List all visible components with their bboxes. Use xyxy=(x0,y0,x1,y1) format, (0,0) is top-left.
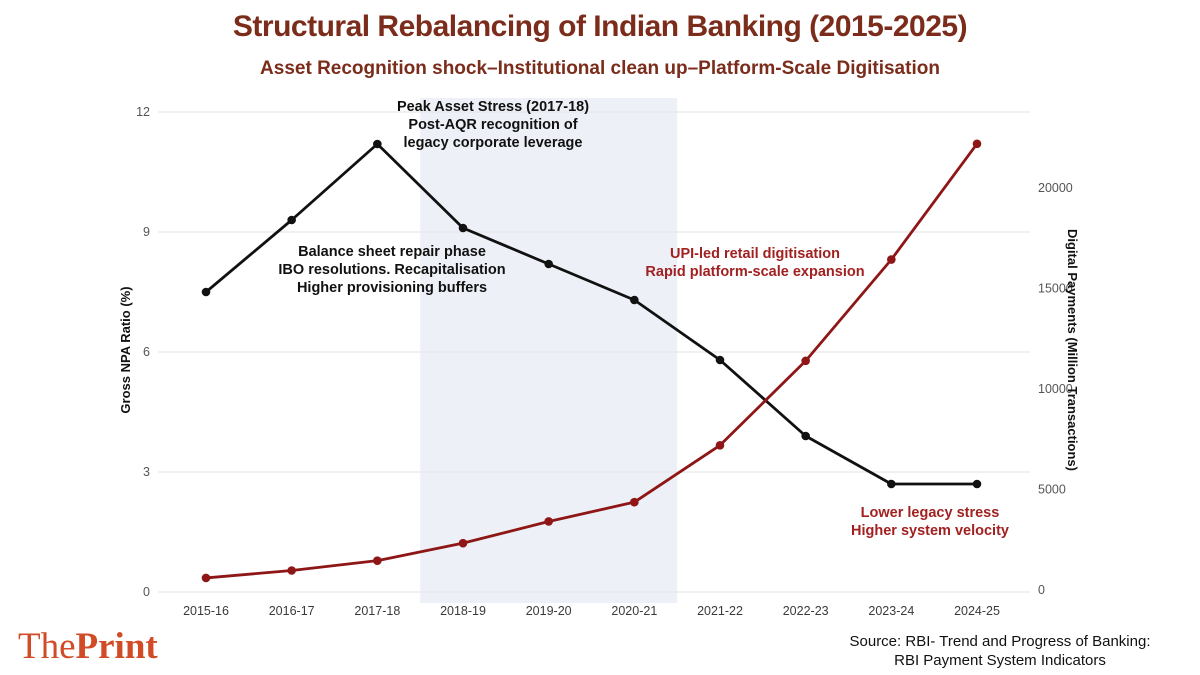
annotation-line: Lower legacy stress xyxy=(861,505,1000,521)
annotation-peak-asset-stress: Peak Asset Stress (2017-18) Post-AQR reco… xyxy=(397,99,589,151)
page-title: Structural Rebalancing of Indian Banking… xyxy=(232,10,968,43)
left-axis-tick-label: 3 xyxy=(143,465,150,479)
gross-npa-ratio-line xyxy=(205,142,977,486)
logo-print: Print xyxy=(75,626,158,667)
right-axis-tick-label: 0 xyxy=(1038,583,1045,597)
x-axis-tick-label: 2015-16 xyxy=(183,604,229,618)
digital-payments-point xyxy=(544,517,553,526)
annotation-line: Balance sheet repair phase xyxy=(298,244,486,260)
gross-npa-ratio-point xyxy=(972,479,982,489)
annotation-line: UPI-led retail digitisation xyxy=(670,246,840,262)
x-axis-tick-label: 2022-23 xyxy=(783,604,829,618)
annotation-upi-digitisation: UPI-led retail digitisation Rapid platfor… xyxy=(645,246,864,280)
right-axis-title: Digital Payments (Million Transactions) xyxy=(1065,229,1080,471)
digital-payments-point xyxy=(630,497,639,507)
gross-npa-ratio-point xyxy=(887,479,896,489)
x-axis-tick-label: 2019-20 xyxy=(526,604,572,618)
x-axis-tick-label: 2020-21 xyxy=(611,604,657,618)
highlight-band xyxy=(420,98,678,603)
page-subtitle: Asset Recognition shock–Institutional cl… xyxy=(260,58,940,79)
annotation-line: Higher system velocity xyxy=(851,523,1009,539)
left-axis-tick-label: 9 xyxy=(143,225,150,239)
theprint-logo: ThePrint xyxy=(18,628,158,665)
digital-payments-point xyxy=(458,538,468,548)
x-axis-tick-label: 2024-25 xyxy=(954,604,1000,618)
gross-npa-ratio-point xyxy=(287,215,296,225)
gross-npa-ratio-point xyxy=(715,355,725,365)
annotation-line: Higher provisioning buffers xyxy=(297,280,487,296)
annotation-balance-sheet-repair: Balance sheet repair phase IBO resolution… xyxy=(278,244,505,296)
annotation-line: legacy corporate leverage xyxy=(404,135,583,151)
gross-npa-ratio-point xyxy=(201,287,211,297)
source-line-2: RBI Payment System Indicators xyxy=(894,652,1106,669)
left-axis-tick-label: 6 xyxy=(143,345,150,359)
digital-payments-point xyxy=(801,356,810,366)
right-axis-tick-label: 15000 xyxy=(1038,282,1073,296)
source-line-1: Source: RBI- Trend and Progress of Banki… xyxy=(849,633,1151,650)
right-axis-tick-label: 20000 xyxy=(1038,181,1073,195)
digital-payments-point xyxy=(972,139,982,149)
left-axis-tick-label: 12 xyxy=(136,105,150,119)
x-axis-tick-label: 2021-22 xyxy=(697,604,743,618)
gross-npa-ratio-point xyxy=(373,139,382,149)
digital-payments-line xyxy=(205,142,979,580)
digital-payments-point xyxy=(715,440,725,450)
gross-npa-ratio-point xyxy=(458,223,468,233)
digital-payments-point xyxy=(887,255,896,264)
left-axis-tick-label: 0 xyxy=(143,585,150,599)
annotation-line: IBO resolutions. Recapitalisation xyxy=(278,262,505,278)
x-axis-tick-label: 2016-17 xyxy=(269,604,315,618)
left-axis-title: Gross NPA Ratio (%) xyxy=(118,286,133,414)
x-axis-tick-label: 2017-18 xyxy=(354,604,400,618)
annotation-lower-legacy-stress: Lower legacy stress Higher system velocit… xyxy=(851,505,1009,539)
gross-npa-ratio-point xyxy=(630,295,639,305)
right-axis-tick-label: 5000 xyxy=(1038,483,1066,497)
annotation-line: Post-AQR recognition of xyxy=(408,117,577,133)
digital-payments-point xyxy=(373,556,382,565)
annotation-line: Rapid platform-scale expansion xyxy=(645,264,864,280)
x-axis-tick-label: 2023-24 xyxy=(868,604,914,618)
logo-the: The xyxy=(18,626,76,667)
digital-payments-point xyxy=(201,573,211,583)
gross-npa-ratio-point xyxy=(801,431,810,441)
digital-payments-point xyxy=(287,566,296,575)
gross-npa-ratio-point xyxy=(544,259,553,269)
annotation-line: Peak Asset Stress (2017-18) xyxy=(397,99,589,115)
right-axis-tick-label: 10000 xyxy=(1038,382,1073,396)
source-attribution: Source: RBI- Trend and Progress of Banki… xyxy=(800,632,1200,670)
x-axis-tick-label: 2018-19 xyxy=(440,604,486,618)
